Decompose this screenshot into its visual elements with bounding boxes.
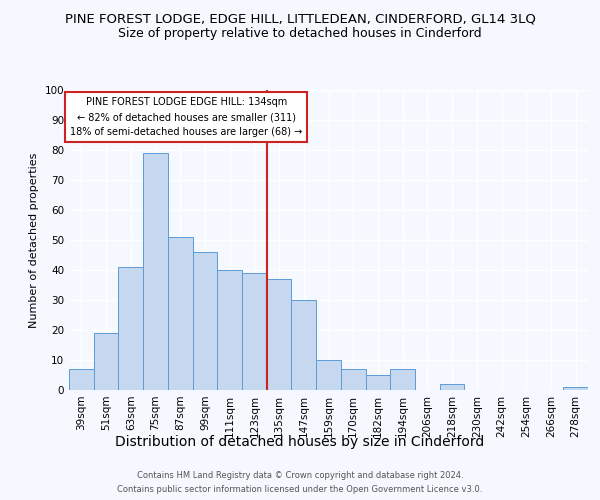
Bar (267, 279, 292, 390)
Bar (563, 387, 588, 390)
Bar (341, 369, 365, 390)
Bar (365, 375, 390, 390)
Text: PINE FOREST LODGE EDGE HILL: 134sqm
← 82% of detached houses are smaller (311)
1: PINE FOREST LODGE EDGE HILL: 134sqm ← 82… (70, 97, 302, 137)
Bar (168, 237, 193, 390)
Bar (143, 153, 168, 390)
Text: Size of property relative to detached houses in Cinderford: Size of property relative to detached ho… (118, 28, 482, 40)
Bar (217, 270, 242, 390)
Bar (94, 333, 118, 390)
Text: PINE FOREST LODGE, EDGE HILL, LITTLEDEAN, CINDERFORD, GL14 3LQ: PINE FOREST LODGE, EDGE HILL, LITTLEDEAN… (65, 12, 535, 26)
Bar (440, 384, 464, 390)
Bar (193, 252, 217, 390)
Text: Distribution of detached houses by size in Cinderford: Distribution of detached houses by size … (115, 435, 485, 449)
Bar (316, 360, 341, 390)
Bar (390, 369, 415, 390)
Bar (242, 273, 267, 390)
Bar (69, 369, 94, 390)
Bar (118, 267, 143, 390)
Bar (292, 300, 316, 390)
Y-axis label: Number of detached properties: Number of detached properties (29, 152, 39, 328)
Text: Contains public sector information licensed under the Open Government Licence v3: Contains public sector information licen… (118, 485, 482, 494)
Text: Contains HM Land Registry data © Crown copyright and database right 2024.: Contains HM Land Registry data © Crown c… (137, 471, 463, 480)
